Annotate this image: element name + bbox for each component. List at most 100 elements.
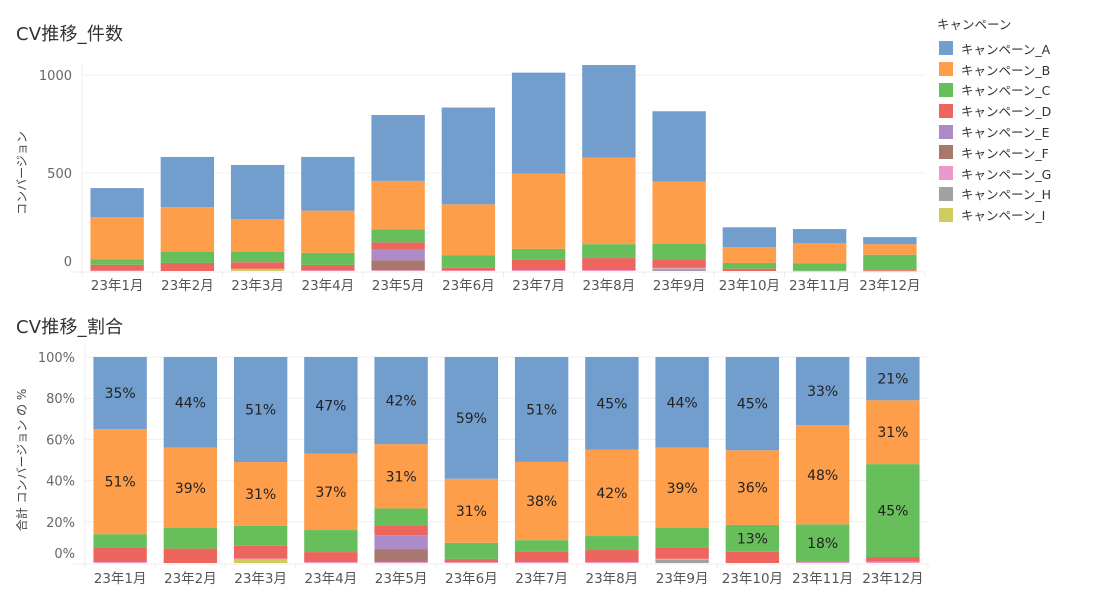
bar-segment-i[interactable]: [233, 559, 288, 563]
bar-segment-c[interactable]: [725, 524, 780, 552]
bar-segment-d[interactable]: [582, 258, 636, 271]
bar-segment-c[interactable]: [163, 527, 218, 549]
bar-segment-g[interactable]: [792, 270, 847, 272]
bar-segment-a[interactable]: [795, 357, 850, 426]
bar-segment-g[interactable]: [90, 270, 144, 272]
bar-segment-a[interactable]: [511, 72, 566, 174]
bar-segment-a[interactable]: [374, 357, 428, 445]
bar-segment-a[interactable]: [441, 107, 496, 205]
bar-segment-b[interactable]: [725, 450, 780, 525]
bar-segment-d[interactable]: [301, 264, 355, 271]
bar-segment-h[interactable]: [655, 559, 709, 563]
bar-segment-a[interactable]: [863, 237, 917, 245]
bar-segment-c[interactable]: [371, 229, 425, 243]
bar-segment-b[interactable]: [655, 447, 709, 528]
bar-segment-b[interactable]: [795, 425, 850, 525]
bar-segment-d[interactable]: [230, 262, 285, 269]
bar-segment-b[interactable]: [582, 157, 636, 245]
bar-segment-a[interactable]: [652, 111, 706, 182]
bar-segment-d[interactable]: [90, 264, 144, 271]
bar-segment-a[interactable]: [233, 357, 288, 463]
bar-segment-c[interactable]: [304, 530, 358, 553]
bar-segment-b[interactable]: [652, 181, 706, 244]
bar-segment-a[interactable]: [93, 357, 147, 430]
bar-segment-b[interactable]: [866, 400, 920, 465]
bar-segment-g[interactable]: [514, 561, 569, 563]
bar-segment-g[interactable]: [585, 561, 639, 563]
bar-segment-c[interactable]: [441, 255, 496, 268]
bar-segment-a[interactable]: [514, 357, 569, 462]
bar-segment-f[interactable]: [374, 549, 428, 562]
bar-segment-g[interactable]: [230, 268, 285, 270]
bar-segment-f[interactable]: [371, 260, 425, 271]
legend-item-d[interactable]: キャンペーン_D: [937, 100, 1051, 121]
bar-segment-d[interactable]: [441, 267, 496, 271]
bar-segment-b[interactable]: [230, 219, 285, 252]
bar-segment-d[interactable]: [371, 242, 425, 250]
bar-segment-b[interactable]: [444, 478, 499, 543]
bar-segment-a[interactable]: [582, 65, 636, 158]
bar-segment-e[interactable]: [371, 249, 425, 261]
bar-segment-a[interactable]: [371, 114, 425, 181]
legend-item-g[interactable]: キャンペーン_G: [937, 163, 1051, 184]
bar-segment-g[interactable]: [371, 270, 425, 271]
bar-segment-a[interactable]: [160, 156, 215, 208]
bar-segment-i[interactable]: [230, 269, 285, 271]
bar-segment-a[interactable]: [230, 164, 285, 220]
bar-segment-d[interactable]: [304, 552, 358, 562]
bar-segment-c[interactable]: [652, 243, 706, 260]
legend-item-e[interactable]: キャンペーン_E: [937, 121, 1051, 142]
bar-segment-c[interactable]: [795, 524, 850, 562]
bar-segment-d[interactable]: [863, 270, 917, 271]
bar-segment-d[interactable]: [93, 547, 147, 562]
bar-segment-g[interactable]: [582, 270, 636, 271]
bar-segment-d[interactable]: [511, 259, 566, 271]
bar-segment-c[interactable]: [722, 262, 777, 269]
bar-segment-c[interactable]: [792, 263, 847, 271]
bar-segment-a[interactable]: [444, 357, 499, 479]
bar-segment-b[interactable]: [511, 173, 566, 249]
bar-segment-b[interactable]: [301, 210, 355, 253]
bar-segment-h[interactable]: [652, 268, 706, 271]
legend-item-a[interactable]: キャンペーン_A: [937, 38, 1051, 59]
bar-segment-d[interactable]: [652, 259, 706, 268]
bar-segment-b[interactable]: [93, 429, 147, 535]
bar-segment-a[interactable]: [792, 229, 847, 243]
bar-segment-b[interactable]: [863, 244, 917, 255]
bar-segment-b[interactable]: [441, 204, 496, 256]
bar-segment-c[interactable]: [582, 244, 636, 259]
bar-segment-c[interactable]: [514, 540, 569, 552]
bar-segment-g[interactable]: [374, 561, 428, 563]
bar-segment-d[interactable]: [374, 525, 428, 536]
bar-segment-c[interactable]: [160, 251, 215, 263]
bar-segment-b[interactable]: [585, 449, 639, 537]
bar-segment-a[interactable]: [655, 357, 709, 448]
bar-segment-b[interactable]: [304, 453, 358, 531]
bar-segment-a[interactable]: [585, 357, 639, 450]
bar-segment-d[interactable]: [585, 550, 639, 562]
bar-segment-b[interactable]: [792, 242, 847, 264]
bar-segment-c[interactable]: [863, 254, 917, 271]
bar-segment-g[interactable]: [233, 558, 288, 560]
legend-item-f[interactable]: キャンペーン_F: [937, 142, 1051, 163]
bar-segment-b[interactable]: [233, 462, 288, 526]
bar-segment-c[interactable]: [655, 527, 709, 548]
bar-segment-g[interactable]: [652, 267, 706, 269]
bar-segment-a[interactable]: [301, 156, 355, 211]
bar-segment-g[interactable]: [444, 562, 499, 563]
bar-segment-d[interactable]: [655, 547, 709, 559]
bar-segment-c[interactable]: [233, 525, 288, 546]
bar-segment-a[interactable]: [304, 357, 358, 454]
bar-segment-c[interactable]: [93, 534, 147, 548]
bar-segment-a[interactable]: [90, 188, 144, 218]
bar-segment-g[interactable]: [866, 561, 920, 563]
bar-segment-a[interactable]: [866, 357, 920, 401]
legend-item-b[interactable]: キャンペーン_B: [937, 59, 1051, 80]
bar-segment-c[interactable]: [866, 464, 920, 558]
bar-segment-g[interactable]: [304, 561, 358, 563]
bar-segment-d[interactable]: [163, 548, 218, 563]
bar-segment-g[interactable]: [795, 561, 850, 563]
bar-segment-a[interactable]: [725, 357, 780, 451]
bar-segment-e[interactable]: [374, 535, 428, 550]
bar-segment-d[interactable]: [160, 262, 215, 271]
